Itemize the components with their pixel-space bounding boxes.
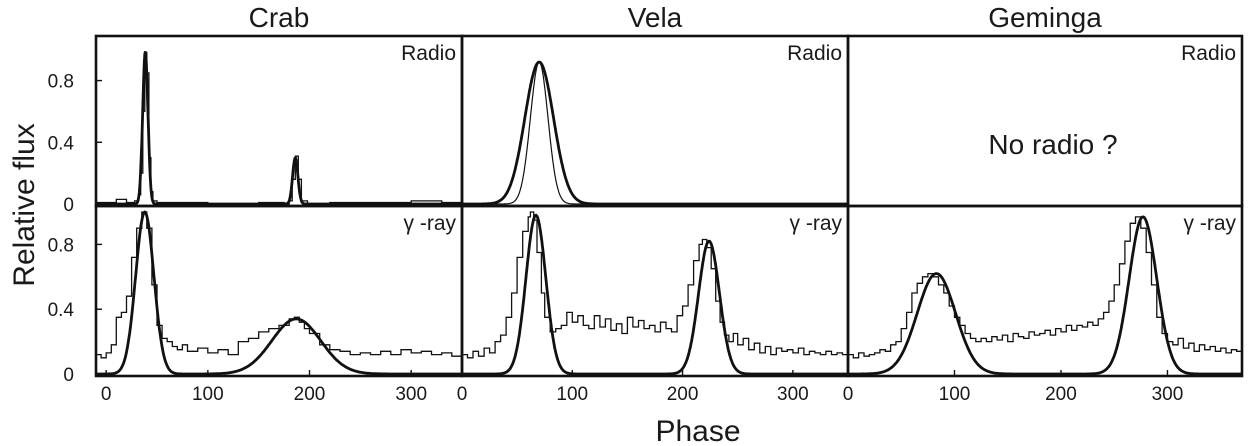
geminga-gamma-histogram-0 bbox=[848, 216, 1242, 359]
vela-radio-fit-1 bbox=[462, 61, 848, 205]
crab-gamma-fit-1 bbox=[96, 210, 462, 376]
vela-gamma-xtick-label: 200 bbox=[667, 384, 699, 405]
crab-gamma-xtick-label: 300 bbox=[395, 384, 427, 405]
geminga-gamma-xtick-label: 200 bbox=[1045, 384, 1077, 405]
geminga-title: Geminga bbox=[988, 2, 1102, 33]
vela-gamma-xtick-label: 300 bbox=[777, 384, 809, 405]
vela-gamma-xtick-label: 0 bbox=[457, 384, 468, 405]
geminga-radio-panel: Radio No radio ? Geminga bbox=[846, 2, 1244, 208]
crab-radio-ytick-label: 0.4 bbox=[48, 133, 75, 154]
vela-title: Vela bbox=[628, 2, 683, 33]
vela-gamma-fit-1 bbox=[462, 213, 848, 376]
geminga-gamma-panel: 0 100 200 300 γ -ray bbox=[843, 204, 1244, 405]
vela-gamma-series-group bbox=[462, 211, 848, 376]
geminga-gamma-xtick-label: 300 bbox=[1152, 384, 1184, 405]
x-axis-label: Phase bbox=[655, 415, 740, 446]
geminga-gamma-frame bbox=[846, 204, 1244, 378]
vela-gamma-histogram-0 bbox=[462, 211, 848, 359]
geminga-gamma-series-group bbox=[848, 215, 1242, 376]
crab-gamma-ytick-label: 0.4 bbox=[48, 300, 75, 321]
vela-radio-panel: Radio Vela bbox=[460, 2, 850, 208]
vela-radio-row-label: Radio bbox=[787, 42, 842, 65]
geminga-radio-annotation: No radio ? bbox=[988, 129, 1117, 160]
crab-radio-series-group bbox=[96, 51, 462, 206]
crab-gamma-ytick-label: 0.8 bbox=[48, 235, 74, 256]
geminga-gamma-fit-1 bbox=[848, 215, 1242, 376]
crab-radio-panel: 0 0.4 0.8 Radio Crab bbox=[48, 2, 464, 216]
crab-gamma-ytick-label: 0 bbox=[63, 365, 74, 386]
vela-gamma-panel: 0 100 200 300 γ -ray bbox=[457, 204, 850, 405]
crab-gamma-xtick-label: 200 bbox=[294, 384, 326, 405]
crab-radio-fit-1 bbox=[96, 51, 462, 206]
y-axis-label: Relative flux bbox=[8, 123, 41, 286]
crab-gamma-row-label: γ -ray bbox=[404, 212, 457, 235]
geminga-radio-row-label: Radio bbox=[1181, 42, 1236, 65]
crab-gamma-xtick-label: 0 bbox=[101, 384, 112, 405]
crab-gamma-panel: 0 0.4 0.8 0 100 200 300 γ -ray bbox=[48, 204, 464, 405]
geminga-gamma-row-label: γ -ray bbox=[1184, 212, 1237, 235]
vela-radio-fit-0 bbox=[462, 60, 848, 206]
geminga-gamma-xtick-label: 100 bbox=[939, 384, 971, 405]
crab-title: Crab bbox=[249, 2, 310, 33]
crab-gamma-series-group bbox=[96, 210, 462, 376]
vela-gamma-xtick-label: 100 bbox=[556, 384, 588, 405]
crab-radio-ytick-label: 0.8 bbox=[48, 72, 74, 93]
geminga-gamma-xtick-label: 0 bbox=[843, 384, 854, 405]
vela-radio-series-group bbox=[462, 60, 848, 206]
crab-gamma-histogram-0 bbox=[96, 211, 462, 359]
crab-radio-ytick-label: 0 bbox=[63, 195, 74, 216]
crab-radio-row-label: Radio bbox=[401, 42, 456, 65]
vela-gamma-row-label: γ -ray bbox=[790, 212, 843, 235]
crab-gamma-xtick-label: 100 bbox=[192, 384, 224, 405]
